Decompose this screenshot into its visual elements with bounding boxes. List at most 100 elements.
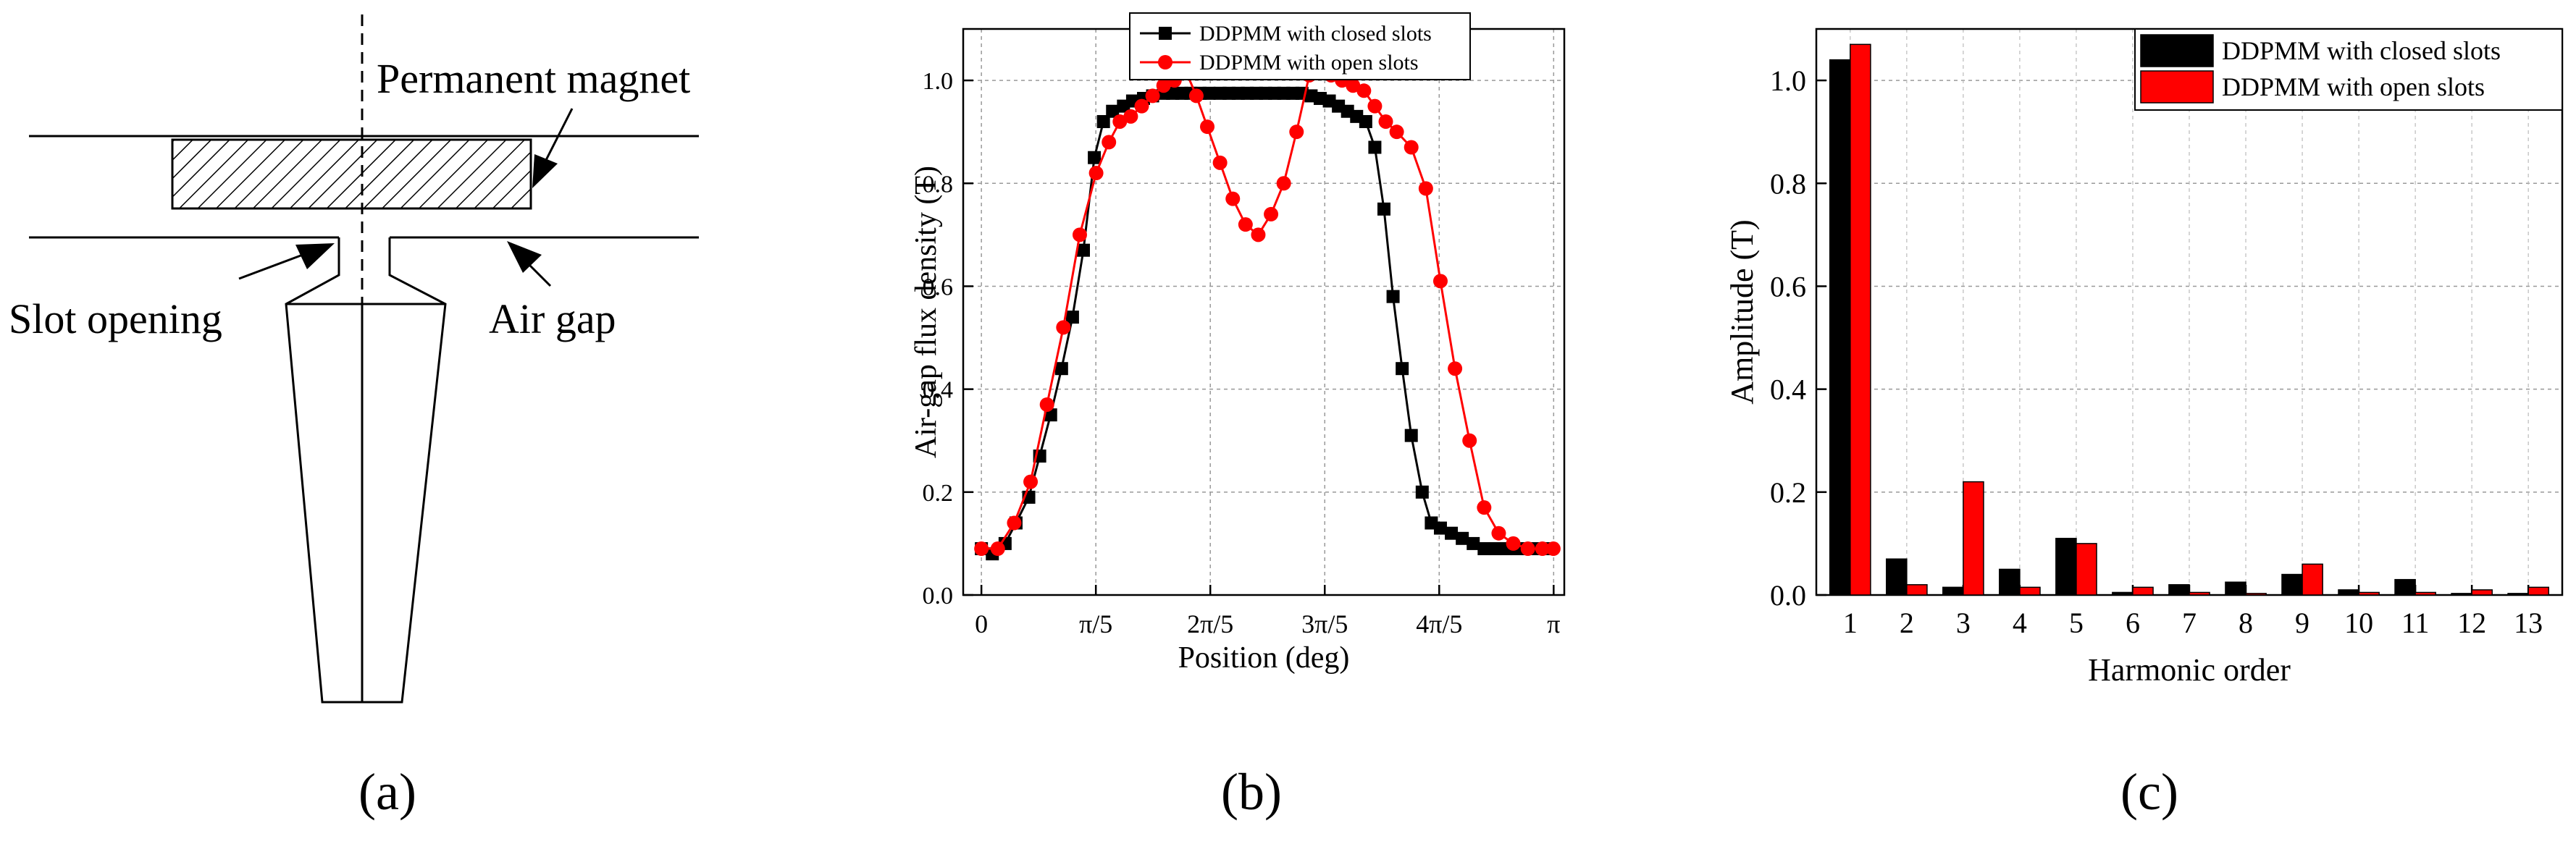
bar — [2225, 581, 2246, 596]
bar — [1850, 43, 1871, 596]
data-point-circle — [1134, 98, 1149, 114]
bar — [2019, 586, 2041, 596]
legend-swatch — [2140, 70, 2214, 104]
bar — [2168, 584, 2190, 596]
data-point-square — [1396, 362, 1409, 376]
data-point-circle — [1378, 114, 1393, 129]
magnet-arrow-shaft — [543, 108, 574, 164]
y-tick-label: 1.0 — [1770, 64, 1806, 97]
bar — [1886, 558, 1908, 596]
y-tick-label: 1.0 — [923, 68, 954, 95]
data-point-square — [1415, 485, 1429, 499]
data-point-circle — [1156, 78, 1171, 93]
panel-a-schematic: Permanent magnet Slot opening Air gap (a… — [9, 14, 699, 821]
data-point-circle — [1418, 181, 1433, 196]
data-point-square — [1467, 536, 1480, 550]
bar — [2471, 589, 2493, 596]
legend-box — [1129, 12, 1471, 80]
data-point-circle — [1251, 227, 1266, 242]
x-tick-label: 10 — [2344, 607, 2373, 639]
data-point-circle — [1145, 88, 1160, 104]
data-point-square — [1096, 114, 1110, 128]
data-point-circle — [1289, 125, 1304, 140]
data-point-circle — [1356, 83, 1372, 98]
data-point-circle — [1520, 541, 1535, 557]
data-point-square — [1386, 290, 1400, 303]
data-point-square — [1377, 202, 1390, 216]
bar — [1942, 586, 1964, 596]
data-point-circle — [1007, 515, 1022, 531]
data-point-circle — [1545, 541, 1561, 557]
x-tick-label: 11 — [2401, 607, 2430, 639]
caption-b: (b) — [1221, 763, 1282, 821]
data-point-circle — [1535, 541, 1550, 557]
data-point-circle — [1200, 119, 1215, 135]
bar — [2415, 591, 2436, 596]
x-tick-label: 4 — [2013, 607, 2027, 639]
y-tick-label: 0.6 — [923, 274, 954, 300]
bar — [2112, 591, 2134, 596]
air-gap-arrow-shaft — [527, 263, 552, 287]
data-point-circle — [1276, 176, 1291, 191]
data-point-square — [1077, 243, 1090, 257]
data-point-square — [1054, 362, 1068, 376]
data-point-square — [1359, 114, 1372, 128]
bar — [1999, 568, 2021, 596]
data-point-circle — [1346, 78, 1361, 93]
x-tick-label: 9 — [2295, 607, 2309, 639]
chart-c: 0.00.20.40.60.81.01 2 3 4 5 6 7 8 9 10 11 12 13Harmo… — [1724, 28, 2564, 688]
data-point-square — [1488, 542, 1502, 556]
data-point-circle — [1023, 474, 1039, 489]
bar — [2189, 591, 2210, 596]
x-tick-label: π — [1547, 609, 1560, 638]
air-gap-arrowhead — [507, 241, 542, 273]
x-tick-label: 12 — [2457, 607, 2486, 639]
legend-label: DDPMM with open slots — [2222, 72, 2485, 101]
y-tick-label: 0.0 — [1770, 579, 1806, 612]
chart-b: 0.0 0.2 0.4 0.6 0.8 1.0 0 π/5 2π/5 3π/5 4π/5 π Posit… — [910, 12, 1566, 675]
x-tick-label: 5 — [2069, 607, 2084, 639]
y-tick-label: 0.8 — [923, 171, 954, 198]
data-point-circle — [1432, 274, 1448, 289]
data-point-square — [1477, 542, 1491, 556]
plot-frame — [962, 28, 1566, 596]
bar — [2507, 593, 2529, 596]
x-tick-label: 1 — [1843, 607, 1858, 639]
bar — [2302, 563, 2323, 596]
magnet-arrowhead — [532, 154, 558, 188]
data-point-circle — [1491, 526, 1506, 541]
legend-swatch — [2140, 34, 2214, 67]
bar — [2245, 593, 2267, 596]
x-axis-label: Position (deg) — [1178, 641, 1350, 675]
bar — [1906, 584, 1928, 596]
x-tick-label: 13 — [2514, 607, 2543, 639]
bar — [1963, 481, 1984, 596]
x-tick-label: 8 — [2239, 607, 2253, 639]
caption-a: (a) — [358, 763, 416, 821]
x-tick-label: 3π/5 — [1301, 609, 1348, 638]
bar — [2451, 593, 2472, 596]
data-point-circle — [1112, 114, 1128, 129]
slot-opening-arrow-shaft — [238, 253, 303, 280]
bar — [2132, 586, 2154, 596]
slot-outline — [285, 237, 447, 704]
legend-label: DDPMM with closed slots — [1199, 22, 1432, 46]
permanent-magnet-label: Permanent magnet — [377, 55, 690, 102]
y-axis-label: Air-gap flux density (T) — [910, 166, 943, 458]
data-point-circle — [1056, 320, 1071, 335]
data-point-circle — [1212, 155, 1228, 170]
data-point-square — [1106, 104, 1120, 118]
data-point-circle — [1072, 227, 1087, 242]
data-point-circle — [1088, 166, 1104, 181]
data-point-circle — [1225, 191, 1241, 206]
data-point-circle — [1102, 135, 1117, 150]
y-tick-label: 0.2 — [923, 480, 954, 507]
x-axis-label: Harmonic order — [2088, 652, 2291, 688]
y-tick-label: 0.6 — [1770, 270, 1806, 303]
data-point-square — [1065, 311, 1079, 324]
data-point-circle — [1404, 140, 1419, 155]
data-point-square — [1433, 521, 1447, 535]
y-tick-label: 0.0 — [923, 583, 954, 609]
data-point-square — [1088, 151, 1102, 164]
